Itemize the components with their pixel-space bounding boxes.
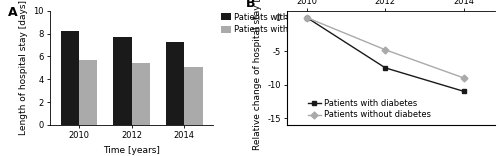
Bar [113,37,132,125]
Line: Patients with diabetes: Patients with diabetes [304,15,466,94]
Line: Patients without diabetes: Patients without diabetes [304,15,466,80]
Legend: Patients with diabetes, Patients without diabetes: Patients with diabetes, Patients without… [220,13,341,34]
Bar [60,31,79,125]
Text: B: B [246,0,256,10]
Patients without diabetes [382,49,388,51]
Patients with diabetes [382,67,388,69]
Legend: Patients with diabetes, Patients without diabetes: Patients with diabetes, Patients without… [308,99,431,119]
Y-axis label: Relative change of hospital stay [%]: Relative change of hospital stay [%] [253,0,262,150]
Bar [166,42,184,125]
Patients without diabetes [304,17,310,19]
Patients without diabetes [460,77,466,79]
Y-axis label: Length of hospital stay [days]: Length of hospital stay [days] [18,0,28,135]
Text: A: A [8,6,17,19]
X-axis label: Time [years]: Time [years] [103,146,160,155]
Bar [79,60,98,125]
Patients with diabetes [460,90,466,92]
Bar [184,67,203,125]
Patients with diabetes [304,17,310,19]
Bar [132,63,150,125]
